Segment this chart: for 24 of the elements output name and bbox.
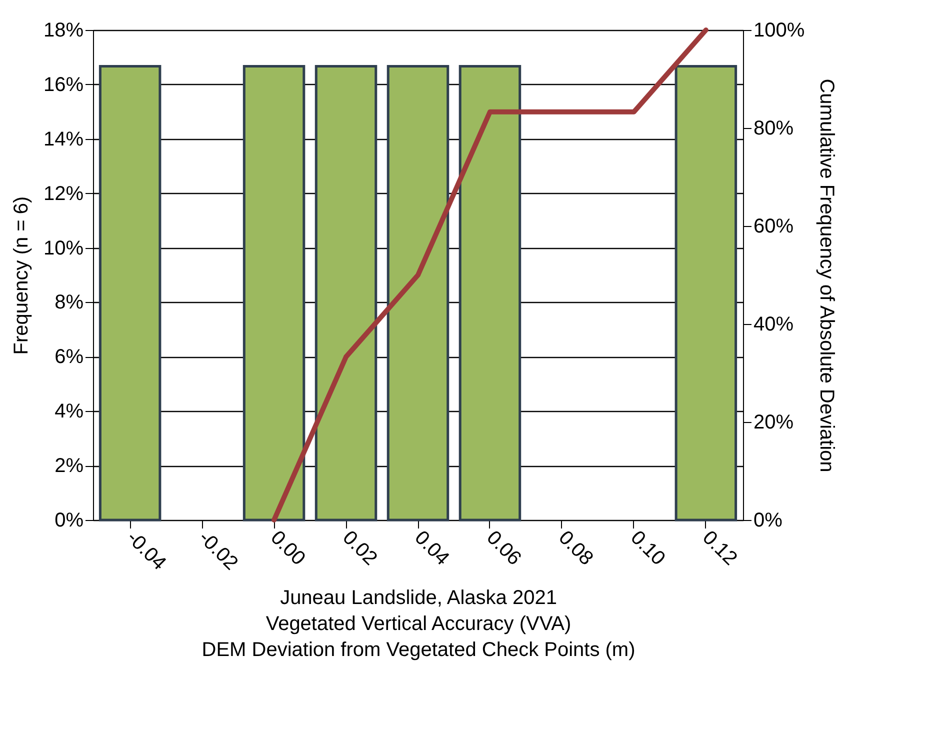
y-axis-title: Frequency (n = 6) — [10, 196, 32, 355]
y2-tick-label: 80% — [754, 118, 794, 140]
y-tick-label: 8% — [54, 292, 84, 314]
x-tick-label: 0.04 — [410, 526, 454, 570]
y-tick-label: 12% — [43, 182, 84, 205]
y-tick-label: 16% — [43, 74, 84, 96]
y-tick-label: 18% — [43, 20, 84, 42]
y-tick-label: 14% — [43, 128, 84, 150]
x-axis-title: Juneau Landslide, Alaska 2021 Vegetated Vertical Accuracy (VVA) DEM Deviation from Vegetated Check Points (m) — [202, 586, 636, 661]
y-tick-label: 0% — [54, 510, 84, 532]
y2-tick-label: 60% — [754, 216, 794, 238]
y2-axis-title: Cumulative Frequency of Absolute Deviation — [816, 78, 838, 472]
x-tick-label: 0.00 — [266, 526, 310, 570]
y2-tick-label: 0% — [754, 510, 783, 532]
x-tick-label: 0.08 — [554, 526, 598, 570]
x-tick-label: 0.06 — [482, 526, 526, 570]
y2-tick-label: 20% — [754, 412, 794, 434]
y2-tick-label: 100% — [754, 20, 805, 42]
y-tick-label: 6% — [54, 346, 84, 368]
x-tick-label: 0.10 — [626, 526, 670, 570]
y-tick-label: 10% — [43, 237, 84, 260]
y-tick-label: 4% — [54, 400, 84, 423]
y2-tick-label: 40% — [754, 314, 794, 336]
y-tick-label: 2% — [54, 455, 84, 478]
